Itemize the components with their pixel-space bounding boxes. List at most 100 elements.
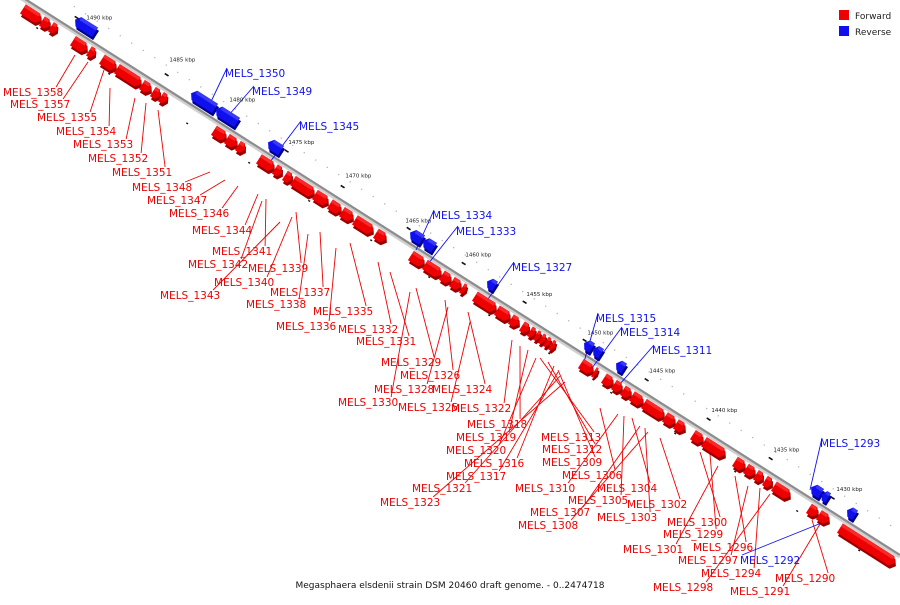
scale-tick-minor	[338, 174, 339, 175]
legend-swatch-forward	[839, 10, 849, 20]
forward-label-leader	[504, 340, 512, 403]
reverse-gene-label[interactable]: MELS_1311	[652, 345, 712, 357]
reverse-gene-label[interactable]: MELS_1334	[432, 210, 492, 222]
scale-tick-lower	[674, 433, 676, 434]
scale-tick-minor	[614, 350, 615, 351]
forward-gene-label[interactable]: MELS_1354	[56, 126, 116, 138]
forward-gene-label[interactable]: MELS_1330	[338, 397, 398, 409]
forward-gene-label[interactable]: MELS_1291	[730, 586, 790, 598]
forward-gene-label[interactable]: MELS_1306	[562, 470, 622, 482]
forward-gene-label[interactable]: MELS_1343	[160, 290, 220, 302]
forward-gene-label[interactable]: MELS_1325	[398, 402, 458, 414]
forward-gene-label[interactable]: MELS_1355	[37, 112, 97, 124]
reverse-gene-arrow[interactable]	[487, 279, 499, 295]
scale-tick-lower	[36, 28, 38, 29]
forward-gene-label[interactable]: MELS_1304	[597, 483, 657, 495]
scale-label: 1455 kbp	[526, 292, 552, 298]
forward-gene-label[interactable]: MELS_1337	[270, 287, 330, 299]
forward-gene-label[interactable]: MELS_1317	[446, 471, 506, 483]
scale-tick-major	[462, 262, 466, 264]
forward-gene-label[interactable]: MELS_1336	[276, 321, 336, 333]
forward-gene-label[interactable]: MELS_1303	[597, 512, 657, 524]
forward-gene-label[interactable]: MELS_1297	[678, 555, 738, 567]
forward-gene-label[interactable]: MELS_1321	[412, 483, 472, 495]
reverse-gene-label[interactable]: MELS_1333	[456, 226, 516, 238]
forward-gene-label[interactable]: MELS_1340	[214, 277, 274, 289]
forward-gene-label[interactable]: MELS_1294	[701, 568, 761, 580]
reverse-gene-label[interactable]: MELS_1327	[512, 262, 572, 274]
forward-gene-label[interactable]: MELS_1322	[451, 403, 511, 415]
forward-gene-label[interactable]: MELS_1302	[627, 499, 687, 511]
forward-gene-arrow[interactable]	[290, 176, 315, 200]
forward-gene-label[interactable]: MELS_1347	[147, 195, 207, 207]
forward-gene-label[interactable]: MELS_1318	[467, 419, 527, 431]
reverse-gene-arrow[interactable]	[847, 508, 859, 524]
reverse-gene-label[interactable]: MELS_1349	[252, 86, 312, 98]
forward-gene-label[interactable]: MELS_1308	[518, 520, 578, 532]
scale-tick-major	[707, 418, 711, 420]
forward-gene-label[interactable]: MELS_1338	[246, 299, 306, 311]
forward-gene-label[interactable]: MELS_1324	[432, 384, 492, 396]
forward-label-leader	[378, 262, 391, 324]
forward-gene-label[interactable]: MELS_1344	[192, 225, 252, 237]
reverse-gene-label[interactable]: MELS_1314	[620, 327, 680, 339]
forward-gene-label[interactable]: MELS_1313	[541, 432, 601, 444]
scale-tick-minor	[327, 167, 328, 168]
forward-gene-label[interactable]: MELS_1323	[380, 497, 440, 509]
reverse-gene-label[interactable]: MELS_1345	[299, 121, 359, 133]
forward-gene-label[interactable]: MELS_1299	[663, 529, 723, 541]
reverse-gene-label[interactable]: MELS_1292	[740, 555, 800, 567]
scale-tick-minor	[97, 21, 98, 22]
forward-gene-label[interactable]: MELS_1351	[112, 167, 172, 179]
legend-label-reverse: Reverse	[855, 28, 892, 38]
forward-gene-arrow[interactable]	[472, 291, 497, 315]
forward-gene-label[interactable]: MELS_1310	[515, 483, 575, 495]
reverse-gene-arrow[interactable]	[593, 346, 605, 362]
scale-tick-lower	[428, 277, 430, 278]
scale-tick-minor	[879, 518, 880, 519]
forward-gene-label[interactable]: MELS_1339	[248, 263, 308, 275]
scale-tick-lower	[370, 240, 372, 241]
scale-tick-minor	[361, 189, 362, 190]
scale-tick-minor	[269, 130, 270, 131]
reverse-gene-label[interactable]: MELS_1315	[596, 313, 656, 325]
forward-label-leader	[56, 55, 75, 87]
scale-tick-minor	[580, 328, 581, 329]
scale-tick-minor	[649, 372, 650, 373]
forward-gene-label[interactable]: MELS_1335	[313, 306, 373, 318]
forward-gene-label[interactable]: MELS_1341	[212, 246, 272, 258]
forward-gene-label[interactable]: MELS_1298	[653, 582, 713, 594]
reverse-gene-label[interactable]: MELS_1293	[820, 438, 880, 450]
forward-gene-label[interactable]: MELS_1305	[568, 495, 628, 507]
forward-gene-label[interactable]: MELS_1319	[456, 432, 516, 444]
forward-gene-label[interactable]: MELS_1353	[73, 139, 133, 151]
forward-gene-label[interactable]: MELS_1300	[667, 517, 727, 529]
scale-tick-minor	[419, 225, 420, 226]
forward-gene-label[interactable]: MELS_1342	[188, 259, 248, 271]
forward-gene-label[interactable]: MELS_1331	[356, 336, 416, 348]
forward-gene-label[interactable]: MELS_1352	[88, 153, 148, 165]
forward-gene-arrow[interactable]	[701, 437, 726, 461]
forward-gene-label[interactable]: MELS_1320	[446, 445, 506, 457]
forward-gene-label[interactable]: MELS_1348	[132, 182, 192, 194]
forward-gene-label[interactable]: MELS_1329	[381, 357, 441, 369]
forward-gene-label[interactable]: MELS_1307	[530, 507, 590, 519]
forward-gene-label[interactable]: MELS_1316	[464, 458, 524, 470]
scale-tick-minor	[430, 233, 431, 234]
reverse-gene-arrow[interactable]	[616, 361, 628, 377]
legend-swatch-reverse	[839, 26, 849, 36]
forward-gene-label[interactable]: MELS_1290	[775, 573, 835, 585]
forward-gene-label[interactable]: MELS_1296	[693, 542, 753, 554]
forward-gene-label[interactable]: MELS_1301	[623, 544, 683, 556]
label-leaders	[56, 55, 828, 586]
forward-label-leader	[600, 408, 615, 470]
forward-gene-label[interactable]: MELS_1312	[542, 444, 602, 456]
forward-gene-label[interactable]: MELS_1328	[374, 384, 434, 396]
forward-gene-label[interactable]: MELS_1332	[338, 324, 398, 336]
forward-gene-label[interactable]: MELS_1326	[400, 370, 460, 382]
forward-gene-label[interactable]: MELS_1358	[3, 87, 63, 99]
reverse-gene-label[interactable]: MELS_1350	[225, 68, 285, 80]
forward-gene-label[interactable]: MELS_1357	[10, 99, 70, 111]
forward-gene-label[interactable]: MELS_1346	[169, 208, 229, 220]
forward-gene-label[interactable]: MELS_1309	[542, 457, 602, 469]
